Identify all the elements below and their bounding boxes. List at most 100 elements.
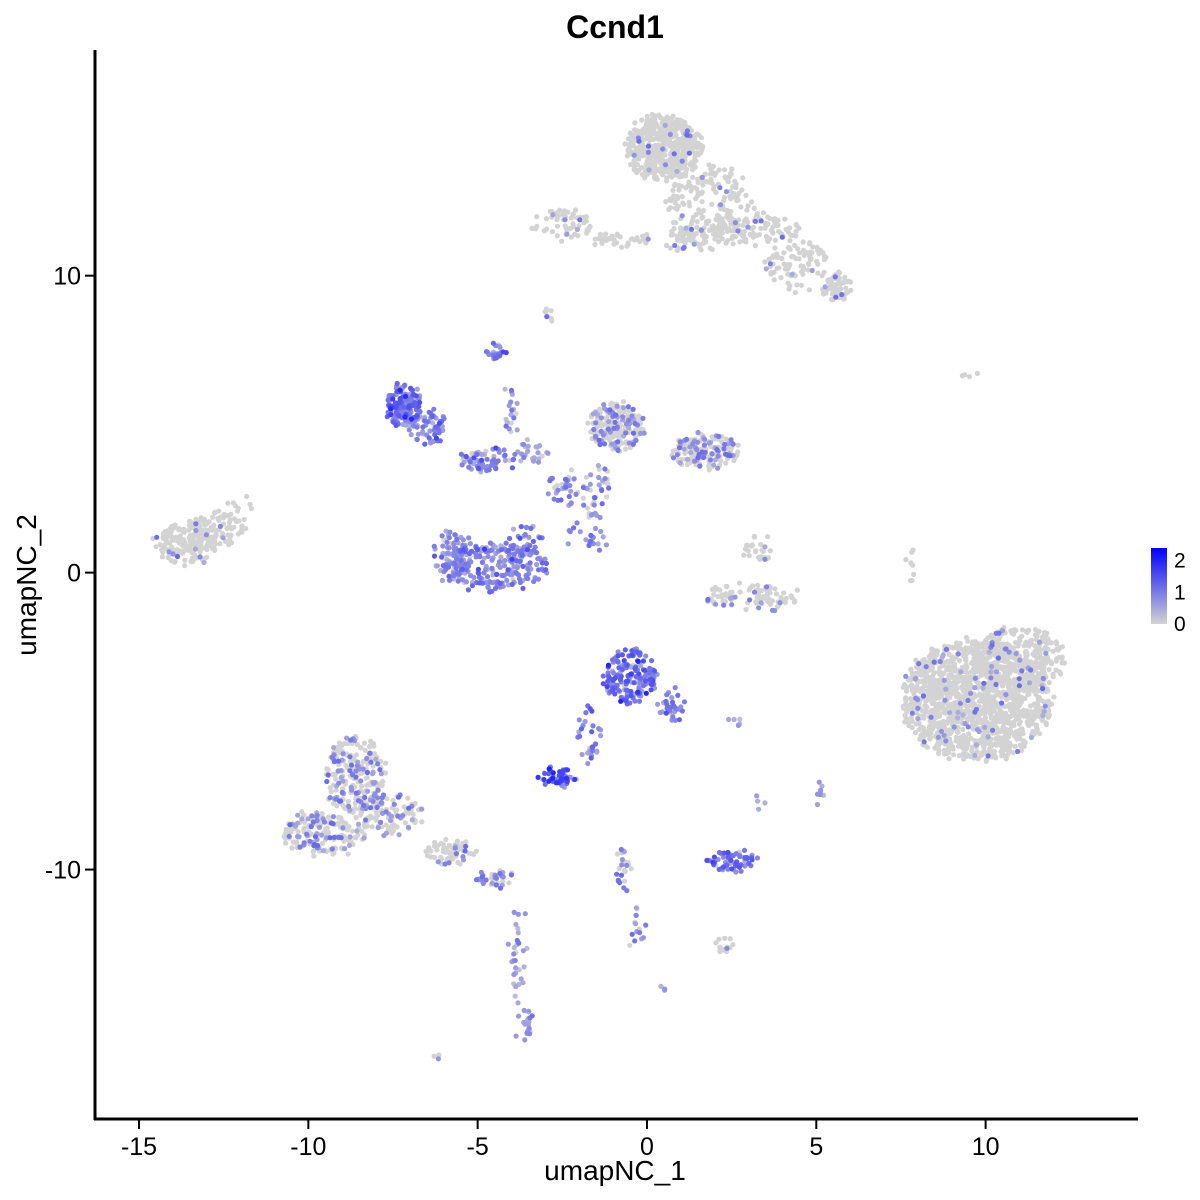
scatter-point: [987, 695, 993, 701]
scatter-point: [644, 113, 650, 119]
scatter-point: [973, 643, 979, 649]
scatter-point: [691, 241, 697, 247]
scatter-point: [735, 228, 741, 234]
scatter-point: [1028, 659, 1034, 665]
scatter-point: [327, 795, 333, 801]
scatter-point: [534, 214, 540, 220]
scatter-point: [841, 296, 847, 302]
scatter-point: [328, 789, 334, 795]
scatter-point: [335, 768, 341, 774]
scatter-point: [346, 803, 352, 810]
scatter-point: [510, 526, 517, 532]
scatter-point: [580, 495, 586, 501]
scatter-point: [741, 228, 748, 234]
scatter-point: [636, 698, 643, 704]
scatter-point: [543, 216, 550, 222]
scatter-point: [718, 458, 724, 464]
scatter-point: [295, 833, 301, 840]
scatter-point: [365, 788, 371, 794]
scatter-point: [623, 430, 629, 436]
scatter-point: [555, 487, 561, 493]
scatter-point: [640, 415, 646, 421]
scatter-point: [701, 442, 708, 448]
scatter-point: [1037, 731, 1043, 737]
scatter-point: [339, 789, 345, 796]
scatter-point: [511, 415, 517, 421]
scatter-point: [724, 175, 730, 181]
scatter-point: [687, 203, 693, 209]
scatter-point: [709, 246, 715, 253]
scatter-point: [1030, 688, 1036, 694]
scatter-point: [455, 859, 461, 866]
scatter-point: [991, 751, 997, 757]
scatter-point: [903, 557, 909, 563]
scatter-point: [721, 602, 727, 608]
scatter-point: [955, 651, 961, 657]
scatter-point: [590, 723, 596, 729]
scatter-point: [690, 441, 696, 447]
scatter-point: [952, 689, 958, 695]
scatter-point: [609, 441, 615, 447]
scatter-point: [549, 229, 556, 235]
scatter-point: [980, 685, 986, 691]
scatter-point: [685, 456, 691, 462]
scatter-point: [919, 708, 925, 714]
scatter-point: [359, 828, 365, 834]
scatter-point: [716, 167, 722, 173]
scatter-point: [973, 693, 979, 700]
scatter-point: [596, 236, 602, 242]
scatter-point: [1013, 651, 1019, 657]
scatter-point: [911, 688, 917, 694]
scatter-point: [320, 848, 326, 854]
scatter-point: [1028, 667, 1034, 673]
scatter-point: [617, 234, 623, 240]
scatter-point: [692, 144, 698, 150]
scatter-point: [903, 688, 910, 694]
scatter-point: [674, 168, 680, 174]
scatter-point: [669, 695, 675, 701]
scatter-point: [961, 756, 967, 762]
scatter-point: [613, 240, 620, 246]
scatter-point: [459, 462, 465, 468]
scatter-point: [533, 226, 539, 232]
scatter-point: [603, 542, 610, 548]
scatter-point: [171, 559, 178, 565]
scatter-point: [343, 762, 349, 769]
scatter-point: [643, 922, 649, 928]
scatter-point: [362, 824, 368, 830]
scatter-point: [727, 936, 733, 942]
scatter-point: [771, 277, 777, 283]
scatter-point: [373, 815, 379, 821]
scatter-point: [794, 587, 801, 593]
scatter-point: [603, 237, 610, 244]
scatter-point: [1009, 709, 1015, 715]
scatter-point: [555, 213, 562, 219]
scatter-point: [1053, 639, 1059, 645]
scatter-point: [670, 448, 676, 454]
scatter-point: [440, 543, 446, 549]
scatter-point: [918, 689, 924, 695]
scatter-point: [722, 935, 728, 942]
scatter-point: [1053, 658, 1059, 664]
scatter-point: [740, 222, 746, 228]
scatter-point: [426, 845, 432, 851]
scatter-point: [352, 805, 358, 812]
scatter-point: [378, 799, 384, 806]
scatter-point: [512, 993, 518, 999]
scatter-point: [660, 146, 666, 152]
scatter-point: [1033, 678, 1039, 684]
scatter-point: [355, 821, 362, 827]
scatter-point: [729, 602, 735, 608]
scatter-point: [762, 259, 768, 265]
scatter-point: [792, 242, 798, 248]
scatter-point: [615, 447, 621, 453]
scatter-point: [774, 265, 780, 271]
scatter-point: [688, 221, 695, 227]
scatter-point: [367, 744, 373, 750]
scatter-point: [629, 236, 635, 242]
scatter-point: [1006, 685, 1012, 691]
scatter-point: [709, 201, 715, 207]
scatter-point: [915, 705, 921, 711]
scatter-point: [453, 851, 459, 857]
scatter-point: [439, 577, 445, 584]
